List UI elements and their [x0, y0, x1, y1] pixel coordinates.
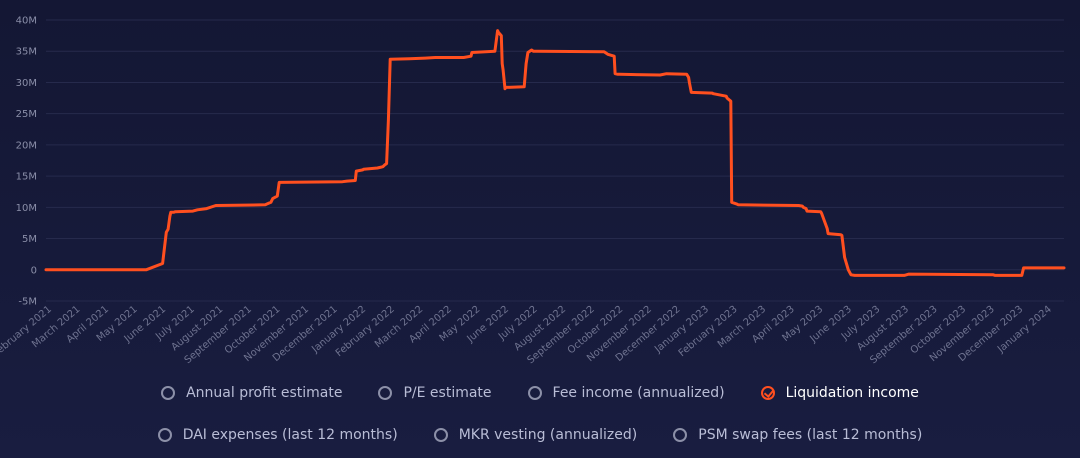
legend-label: Liquidation income	[785, 385, 919, 401]
legend-label: MKR vesting (annualized)	[458, 427, 638, 443]
radio-icon	[527, 386, 542, 400]
legend-item-dai-expenses-last-12-months[interactable]: DAI expenses (last 12 months)	[157, 427, 398, 443]
legend-label: DAI expenses (last 12 months)	[182, 427, 398, 443]
y-tick-label: 15M	[16, 172, 37, 183]
y-tick-label: 20M	[16, 140, 37, 151]
legend-label: PSM swap fees (last 12 months)	[698, 427, 923, 443]
legend-label: Annual profit estimate	[186, 385, 343, 401]
legend-item-p-e-estimate[interactable]: P/E estimate	[378, 385, 492, 401]
legend-item-liquidation-income[interactable]: Liquidation income	[760, 385, 919, 401]
legend-item-fee-income-annualized[interactable]: Fee income (annualized)	[527, 385, 725, 401]
y-tick-label: -5M	[18, 297, 37, 308]
series-line-liquidation-income	[44, 29, 1066, 277]
y-tick-label: 40M	[16, 16, 37, 27]
checked-radio-icon	[760, 386, 775, 400]
legend-row-1: Annual profit estimate P/E estimate Fee in…	[0, 385, 1080, 401]
grid-lines	[46, 19, 1064, 302]
legend-label: Fee income (annualized)	[552, 385, 725, 401]
y-tick-label: 35M	[16, 47, 37, 58]
y-tick-label: 10M	[16, 203, 37, 214]
legend-row-2: DAI expenses (last 12 months) MKR vesting…	[0, 427, 1080, 443]
y-tick-label: 25M	[16, 109, 37, 120]
legend-item-annual-profit-estimate[interactable]: Annual profit estimate	[161, 385, 342, 401]
radio-icon	[433, 428, 448, 442]
series-lines	[44, 29, 1066, 277]
legend-label: P/E estimate	[403, 385, 492, 401]
legend-item-psm-swap-fees-last-12-months[interactable]: PSM swap fees (last 12 months)	[673, 427, 922, 443]
y-tick-label: 0	[31, 265, 37, 276]
radio-icon	[673, 428, 688, 442]
y-tick-label: 5M	[22, 234, 37, 245]
radio-icon	[157, 428, 172, 442]
y-axis-ticks: 40M 35M 30M 25M 20M 15M 10M 5M 0 -5M	[16, 16, 37, 308]
y-tick-label: 30M	[16, 78, 37, 89]
radio-icon	[161, 386, 176, 400]
radio-icon	[378, 386, 393, 400]
liquidation-income-chart: 40M 35M 30M 25M 20M 15M 10M 5M 0 -5M February 202…	[0, 16, 1066, 366]
chart-area: 40M 35M 30M 25M 20M 15M 10M 5M 0 -5M February 202…	[0, 16, 1066, 366]
legend-item-mkr-vesting-annualized[interactable]: MKR vesting (annualized)	[433, 427, 638, 443]
